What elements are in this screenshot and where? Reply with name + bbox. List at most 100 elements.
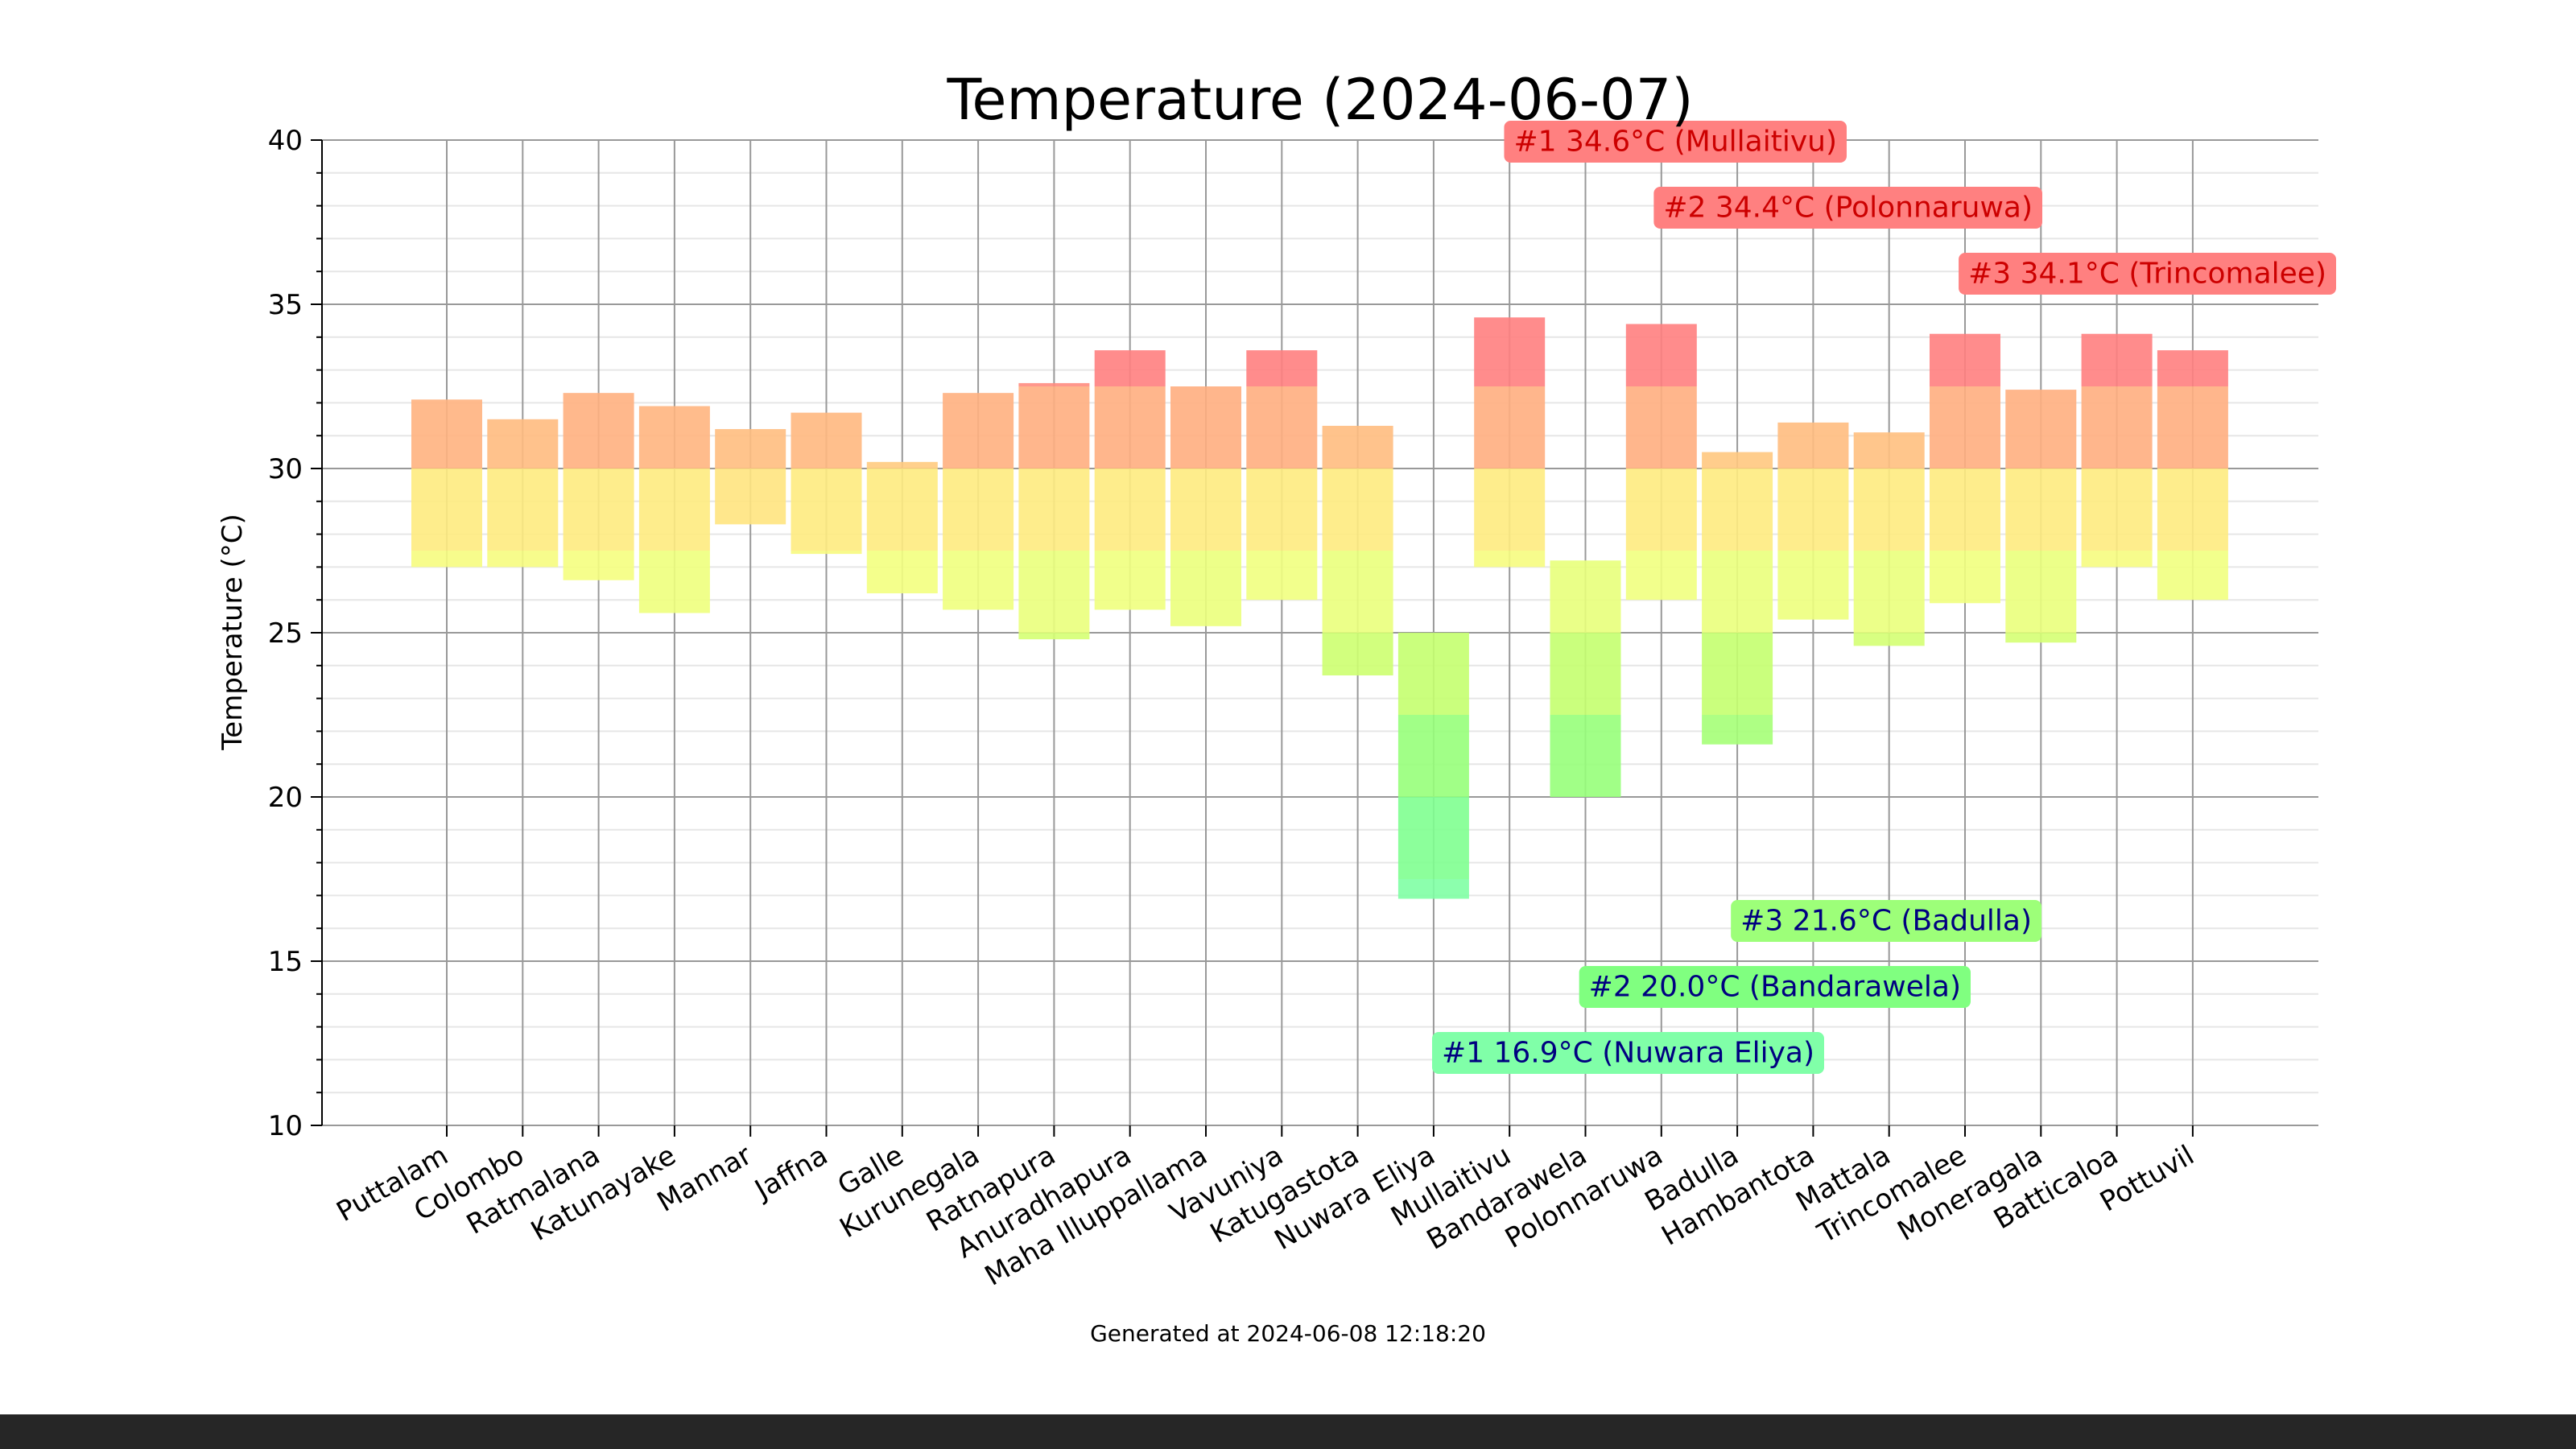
bar-segment bbox=[1702, 452, 1773, 469]
bar-segment bbox=[2081, 551, 2153, 568]
temp-range-bar bbox=[2157, 350, 2228, 601]
bar-segment bbox=[487, 551, 559, 568]
bar-segment bbox=[1702, 551, 1773, 633]
hot-rank-badge-text: #1 34.6°C (Mullaitivu) bbox=[1513, 126, 1837, 159]
bar-segment bbox=[943, 393, 1014, 469]
bar-segment bbox=[1322, 551, 1393, 633]
bar-segment bbox=[1853, 633, 1925, 646]
bottom-bar bbox=[0, 1414, 2576, 1449]
bar-segment bbox=[2157, 386, 2228, 469]
bar-segment bbox=[411, 551, 482, 568]
temp-range-bar bbox=[1702, 452, 1773, 745]
temp-range-bar bbox=[943, 393, 1014, 610]
bar-segment bbox=[1474, 386, 1546, 469]
bar-segment bbox=[1397, 715, 1469, 797]
bar-segment bbox=[1018, 382, 1090, 386]
bar-segment bbox=[1170, 551, 1241, 626]
bar-segment bbox=[1625, 469, 1697, 551]
chart-title: Temperature (2024-06-07) bbox=[946, 67, 1693, 133]
bar-segment bbox=[2157, 469, 2228, 551]
bar-segment bbox=[1018, 386, 1090, 469]
bar-segment bbox=[1853, 469, 1925, 551]
hot-rank-badge: #2 34.4°C (Polonnaruwa) bbox=[1653, 187, 2042, 229]
bar-segment bbox=[638, 406, 710, 469]
cold-rank-badge: #1 16.9°C (Nuwara Eliya) bbox=[1431, 1032, 1824, 1074]
temp-range-bar bbox=[1550, 560, 1621, 797]
bar-segment bbox=[1094, 350, 1166, 386]
temp-range-bar bbox=[1246, 350, 1318, 601]
bar-segment bbox=[2081, 333, 2153, 386]
bar-segment bbox=[1777, 551, 1849, 620]
bar-segment bbox=[866, 551, 938, 594]
hot-rank-badge-text: #3 34.1°C (Trincomalee) bbox=[1968, 258, 2326, 291]
bar-segment bbox=[1550, 633, 1621, 715]
bar-segment bbox=[2157, 551, 2228, 601]
bar-segment bbox=[2005, 633, 2077, 643]
temp-range-bar bbox=[563, 393, 634, 580]
bar-segment bbox=[1397, 879, 1469, 899]
bar-segment bbox=[1930, 551, 2000, 604]
bar-segment bbox=[943, 469, 1014, 551]
bar-segment bbox=[1018, 633, 1090, 640]
bar-segment bbox=[791, 469, 862, 551]
bar-segment bbox=[563, 551, 634, 580]
bar-segment bbox=[1853, 551, 1925, 633]
bar-segment bbox=[1018, 469, 1090, 551]
bar-segment bbox=[1930, 333, 2000, 386]
bar-segment bbox=[1246, 386, 1318, 469]
bar-segment bbox=[1702, 469, 1773, 551]
bar-segment bbox=[943, 551, 1014, 610]
cold-rank-badge-text: #2 20.0°C (Bandarawela) bbox=[1589, 971, 1961, 1004]
cold-rank-badge: #3 21.6°C (Badulla) bbox=[1731, 900, 2041, 942]
bar-segment bbox=[1777, 422, 1849, 469]
hot-rank-badge: #1 34.6°C (Mullaitivu) bbox=[1504, 121, 1847, 163]
bar-segment bbox=[487, 469, 559, 551]
temp-range-bar bbox=[1018, 382, 1090, 640]
bar-segment bbox=[715, 469, 786, 525]
bar-segment bbox=[1550, 560, 1621, 633]
cold-rank-badge-text: #1 16.9°C (Nuwara Eliya) bbox=[1442, 1037, 1814, 1070]
bar-segment bbox=[1397, 797, 1469, 879]
hot-rank-badge-box bbox=[1504, 121, 1847, 163]
temp-range-bar bbox=[1322, 425, 1393, 676]
temp-range-bar bbox=[2081, 333, 2153, 568]
bar-segment bbox=[1397, 633, 1469, 715]
bar-segment bbox=[1702, 715, 1773, 745]
cold-rank-badge-box bbox=[1731, 900, 2041, 942]
bar-segment bbox=[411, 399, 482, 469]
bar-segment bbox=[2005, 390, 2077, 469]
bar-segment bbox=[1625, 551, 1697, 601]
cold-rank-badge-box bbox=[1579, 966, 1971, 1008]
temp-range-bar bbox=[487, 419, 559, 568]
temp-range-bar bbox=[411, 399, 482, 568]
hot-rank-badge-box bbox=[1959, 253, 2336, 295]
bar-segment bbox=[1094, 551, 1166, 610]
bar-segment bbox=[1474, 469, 1546, 551]
hot-rank-badge: #3 34.1°C (Trincomalee) bbox=[1959, 253, 2336, 295]
temp-range-bar bbox=[1170, 386, 1241, 626]
bar-segment bbox=[2157, 350, 2228, 386]
bar-segment bbox=[1246, 551, 1318, 601]
bar-segment bbox=[563, 393, 634, 469]
temp-range-bar bbox=[791, 412, 862, 555]
y-tick-label: 35 bbox=[268, 289, 303, 321]
bar-segment bbox=[1702, 633, 1773, 715]
bar-segment bbox=[2081, 386, 2153, 469]
bar-segment bbox=[1625, 324, 1697, 386]
axes-layer: 10152025303540PuttalamColomboRatmalanaKa… bbox=[268, 125, 2200, 1293]
temp-range-bar bbox=[1853, 432, 1925, 646]
bar-segment bbox=[2081, 469, 2153, 551]
cold-rank-badge-text: #3 21.6°C (Badulla) bbox=[1740, 905, 2032, 938]
temp-range-bar bbox=[866, 461, 938, 594]
bar-segment bbox=[1246, 469, 1318, 551]
bar-segment bbox=[1625, 386, 1697, 469]
bar-segment bbox=[1170, 469, 1241, 551]
cold-rank-badge-box bbox=[1431, 1032, 1824, 1074]
temp-range-bar bbox=[1474, 317, 1546, 568]
temp-range-bar bbox=[1930, 333, 2000, 604]
temp-range-bar bbox=[1094, 350, 1166, 610]
bar-segment bbox=[791, 412, 862, 469]
bar-segment bbox=[1777, 469, 1849, 551]
bar-segment bbox=[2005, 551, 2077, 633]
y-tick-label: 30 bbox=[268, 453, 303, 485]
